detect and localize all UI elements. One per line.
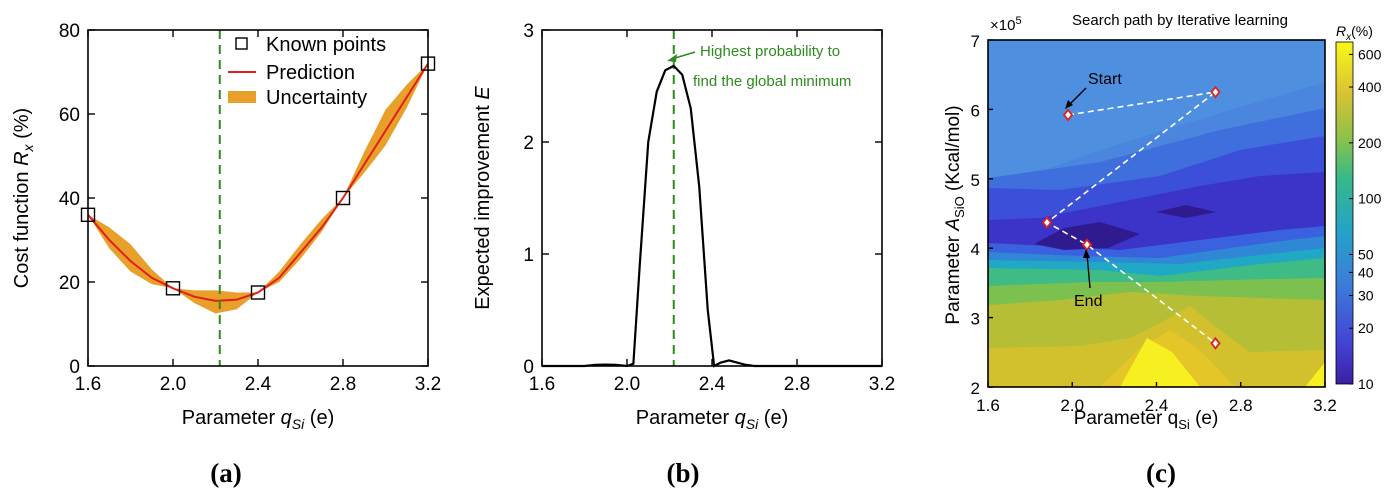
y-tick-label: 2 (523, 133, 534, 154)
y-tick-label: 40 (59, 189, 80, 210)
panel-c: Start End 1.6 2.0 2.4 2.8 3.2 2 3 4 5 6 7 ×105 Se… (943, 12, 1382, 488)
contour-band-peak (1120, 338, 1200, 387)
y-tick-label: 20 (59, 273, 80, 294)
x-ticks: 1.6 2.0 2.4 2.8 3.2 (529, 30, 895, 395)
panel-a: 1.6 2.0 2.4 2.8 3.2 0 20 40 60 80 Known points P… (11, 21, 441, 488)
x-tick-label: 3.2 (1313, 396, 1337, 415)
colorbar-tick-label: 20 (1358, 320, 1374, 336)
x-tick-label: 1.6 (75, 374, 101, 395)
x-tick-label: 2.0 (160, 374, 186, 395)
search-path-point (1210, 85, 1221, 99)
x-axis-label: Parameter qSi (e) (182, 407, 335, 432)
y-axis-label: Parameter ASiO (Kcal/mol) (943, 105, 967, 324)
y-ticks: 0 20 40 60 80 (59, 21, 428, 378)
start-arrowhead (1065, 100, 1073, 109)
colorbar-tick-label: 600 (1358, 46, 1382, 62)
annotation-line-2: find the global minimum (693, 73, 851, 90)
y-tick-label: 2 (971, 379, 980, 398)
y-tick-label: 80 (59, 21, 80, 42)
search-path-point (1062, 108, 1074, 122)
known-point (165, 281, 181, 296)
x-ticks: 1.6 2.0 2.4 2.8 3.2 (976, 382, 1337, 415)
x-tick-label: 2.0 (1060, 396, 1084, 415)
end-label: End (1074, 293, 1102, 310)
x-tick-label: 2.4 (1145, 396, 1169, 415)
search-path-points (1041, 85, 1221, 350)
y-multiplier: ×105 (990, 15, 1022, 34)
y-tick-label: 1 (523, 245, 534, 266)
y-tick-label: 0 (69, 357, 80, 378)
colorbar-tick-label: 100 (1358, 191, 1382, 207)
legend-known-points-marker (235, 37, 248, 50)
legend-known-points: Known points (266, 34, 386, 56)
legend-uncertainty-marker (228, 91, 256, 103)
legend-uncertainty: Uncertainty (266, 87, 367, 109)
end-arrow (1086, 253, 1091, 289)
x-axis-label: Parameter qSi (e) (1074, 408, 1219, 432)
y-axis-label: Expected improvement E (472, 86, 494, 310)
x-tick-label: 2.8 (1229, 396, 1253, 415)
y-tick-label: 7 (971, 32, 980, 51)
colorbar-tick-label: 30 (1358, 288, 1374, 304)
colorbar-tick-label: 50 (1358, 246, 1374, 262)
annotation-arrowhead (667, 54, 677, 62)
y-tick-label: 4 (971, 240, 980, 259)
x-tick-label: 3.2 (415, 374, 441, 395)
legend: Known points Prediction Uncertainty (228, 34, 386, 109)
search-path-point (1081, 238, 1093, 252)
x-tick-label: 2.4 (699, 374, 726, 395)
contour-map (988, 40, 1325, 387)
known-point (250, 285, 266, 300)
end-arrowhead (1083, 249, 1090, 258)
chart-title: Search path by Iterative learning (1072, 12, 1288, 29)
search-path-point (1210, 336, 1221, 350)
colorbar-tick-label: 40 (1358, 264, 1374, 280)
colorbar-ticks: 600 400 200 100 50 40 30 20 10 (1349, 46, 1382, 392)
y-ticks: 2 3 4 5 6 7 (971, 32, 993, 398)
search-path-point (1041, 216, 1053, 229)
uncertainty-band (88, 63, 428, 314)
contour-minimum-region (1034, 222, 1140, 250)
x-tick-label: 2.8 (784, 374, 810, 395)
x-tick-label: 1.6 (529, 374, 555, 395)
colorbar-tick-label: 10 (1358, 376, 1374, 392)
y-tick-label: 5 (971, 171, 980, 190)
colorbar-tick-label: 400 (1358, 79, 1382, 95)
expected-improvement-curve (542, 64, 882, 368)
y-tick-label: 0 (523, 357, 534, 378)
contour-band-peak (1305, 362, 1325, 387)
y-tick-label: 3 (971, 310, 980, 329)
annotation-line-1: Highest probability to (700, 43, 840, 60)
y-tick-label: 60 (59, 105, 80, 126)
y-tick-label: 6 (971, 101, 980, 120)
x-tick-label: 2.8 (330, 374, 356, 395)
y-axis-label: Cost function Rx (%) (11, 108, 36, 288)
x-tick-label: 3.2 (869, 374, 895, 395)
x-ticks: 1.6 2.0 2.4 2.8 3.2 (75, 30, 441, 395)
start-label: Start (1088, 71, 1122, 88)
plot-frame (87, 29, 429, 367)
prediction-line (87, 63, 429, 302)
colorbar-label: Rx(%) (1336, 23, 1373, 43)
panel-caption-c: (c) (1146, 458, 1176, 488)
contour-minimum-region (1156, 205, 1216, 218)
colorbar-tick-label: 200 (1358, 135, 1382, 151)
panel-caption-b: (b) (667, 458, 700, 488)
x-tick-label: 1.6 (976, 396, 1000, 415)
x-tick-label: 2.4 (245, 374, 272, 395)
x-axis-label: Parameter qSi (e) (636, 407, 789, 432)
colorbar (1335, 41, 1354, 385)
y-tick-label: 3 (523, 21, 534, 42)
panel-b: 1.6 2.0 2.4 2.8 3.2 0 1 2 3 Highest probability… (472, 21, 895, 488)
x-tick-label: 2.0 (614, 374, 640, 395)
panel-caption-a: (a) (210, 458, 241, 488)
legend-prediction: Prediction (266, 62, 355, 84)
known-point (335, 190, 351, 206)
y-ticks: 0 1 2 3 (523, 21, 882, 378)
